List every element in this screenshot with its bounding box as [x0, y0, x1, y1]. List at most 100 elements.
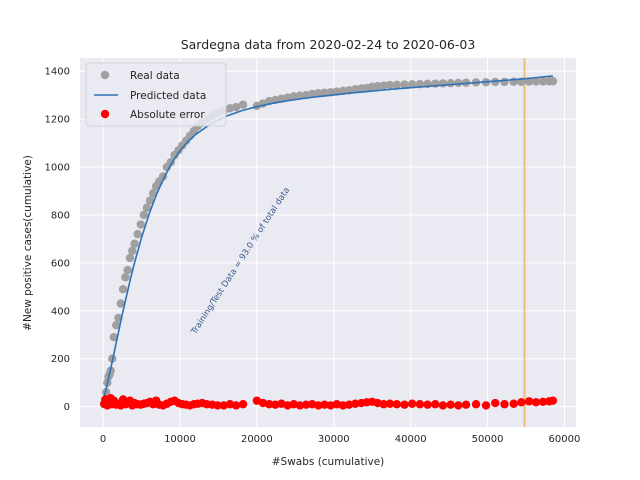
absolute-error-point — [491, 398, 500, 408]
absolute-error-point — [231, 401, 241, 410]
real-data-point — [289, 92, 298, 101]
real-data-point — [130, 239, 139, 248]
real-data-point — [314, 89, 323, 98]
absolute-error-point — [481, 401, 491, 410]
predicted-data-line — [102, 75, 554, 403]
real-data-point — [133, 229, 142, 239]
x-tick-label: 50000 — [472, 434, 504, 445]
absolute-error-point — [344, 400, 354, 409]
legend-label-absolute-error: Absolute error — [130, 109, 205, 121]
real-data-point — [128, 246, 137, 256]
x-tick-label: 30000 — [318, 434, 350, 445]
real-data-point — [231, 102, 241, 112]
real-data-point — [400, 80, 409, 89]
real-data-point — [392, 80, 402, 90]
absolute-error-point — [338, 401, 348, 410]
real-data-point — [136, 220, 145, 229]
real-data-point — [531, 77, 541, 86]
y-tick-label: 0 — [64, 402, 70, 413]
real-data-point — [121, 273, 130, 282]
absolute-error-point — [431, 400, 440, 409]
real-data-point — [385, 80, 395, 90]
absolute-error-point — [314, 401, 323, 410]
real-data-point — [548, 77, 558, 86]
x-tick-label: 60000 — [549, 434, 581, 445]
absolute-error-point — [524, 397, 534, 406]
real-data-point — [454, 78, 463, 88]
real-data-point — [351, 84, 360, 94]
y-tick-label: 200 — [51, 354, 70, 365]
y-tick-label: 400 — [51, 306, 70, 317]
real-data-point — [142, 203, 152, 212]
series-absolute-error — [100, 394, 558, 410]
absolute-error-point — [471, 400, 481, 409]
real-data-point — [109, 332, 119, 342]
real-data-point — [111, 320, 121, 330]
real-data-point — [500, 77, 509, 87]
real-data-point — [238, 100, 248, 109]
absolute-error-point — [500, 400, 509, 409]
legend-marker-real-data — [100, 70, 110, 80]
absolute-error-point — [392, 400, 402, 409]
real-data-point — [148, 189, 158, 198]
absolute-error-point — [509, 399, 518, 408]
legend-label-real-data: Real data — [130, 70, 180, 82]
legend: Real data Predicted data Absolute error — [85, 62, 227, 127]
real-data-point — [145, 196, 155, 205]
chart-title: Sardegna data from 2020-02-24 to 2020-06… — [181, 37, 476, 52]
series-real-data — [100, 77, 558, 409]
x-axis-label: #Swabs (cumulative) — [272, 456, 385, 468]
y-tick-label: 1200 — [45, 115, 70, 126]
real-data-point — [295, 91, 305, 100]
legend-marker-absolute-error — [100, 109, 110, 119]
absolute-error-point — [446, 400, 455, 409]
absolute-error-point — [461, 400, 471, 409]
absolute-error-point — [538, 397, 548, 407]
real-data-point — [446, 78, 455, 88]
absolute-error-point — [271, 400, 280, 409]
real-data-point — [524, 77, 534, 86]
absolute-error-point — [531, 398, 541, 407]
absolute-error-point — [408, 399, 417, 408]
absolute-error-point — [385, 399, 395, 408]
y-tick-label: 1000 — [45, 163, 70, 174]
absolute-error-point — [517, 398, 526, 407]
absolute-error-point — [320, 400, 329, 409]
real-data-point — [116, 299, 125, 308]
y-tick-label: 1400 — [45, 67, 70, 78]
absolute-error-point — [415, 400, 425, 409]
absolute-error-point — [438, 401, 448, 410]
x-tick-label: 10000 — [164, 434, 196, 445]
real-data-point — [118, 285, 128, 294]
x-tick-label: 0 — [100, 434, 106, 445]
real-data-point — [139, 210, 149, 220]
real-data-point — [538, 77, 548, 86]
y-tick-label: 600 — [51, 258, 70, 269]
real-data-point — [125, 253, 135, 263]
y-axis-label: #New positive cases(cumulative) — [22, 155, 34, 331]
absolute-error-point — [295, 401, 305, 410]
legend-label-predicted-data: Predicted data — [130, 90, 206, 102]
absolute-error-point — [351, 399, 360, 408]
real-data-point — [123, 265, 132, 275]
real-data-point — [438, 79, 448, 88]
absolute-error-point — [213, 401, 222, 410]
y-axis-ticks: 0 200 400 600 800 1000 1200 1400 — [45, 67, 70, 413]
absolute-error-point — [423, 400, 432, 409]
absolute-error-point — [400, 400, 409, 409]
real-data-point — [408, 80, 417, 89]
absolute-error-point — [379, 400, 388, 409]
absolute-error-point — [238, 400, 248, 409]
absolute-error-point — [301, 400, 311, 409]
x-axis-ticks: 0 10000 20000 30000 40000 50000 60000 — [100, 434, 580, 445]
y-tick-label: 800 — [51, 210, 70, 221]
x-tick-label: 40000 — [395, 434, 427, 445]
real-data-point — [373, 81, 382, 91]
absolute-error-point — [454, 401, 463, 410]
real-data-point — [491, 77, 500, 87]
absolute-error-point — [548, 396, 558, 405]
real-data-point — [379, 81, 388, 90]
absolute-error-point — [264, 400, 274, 409]
legend-box — [85, 62, 227, 127]
